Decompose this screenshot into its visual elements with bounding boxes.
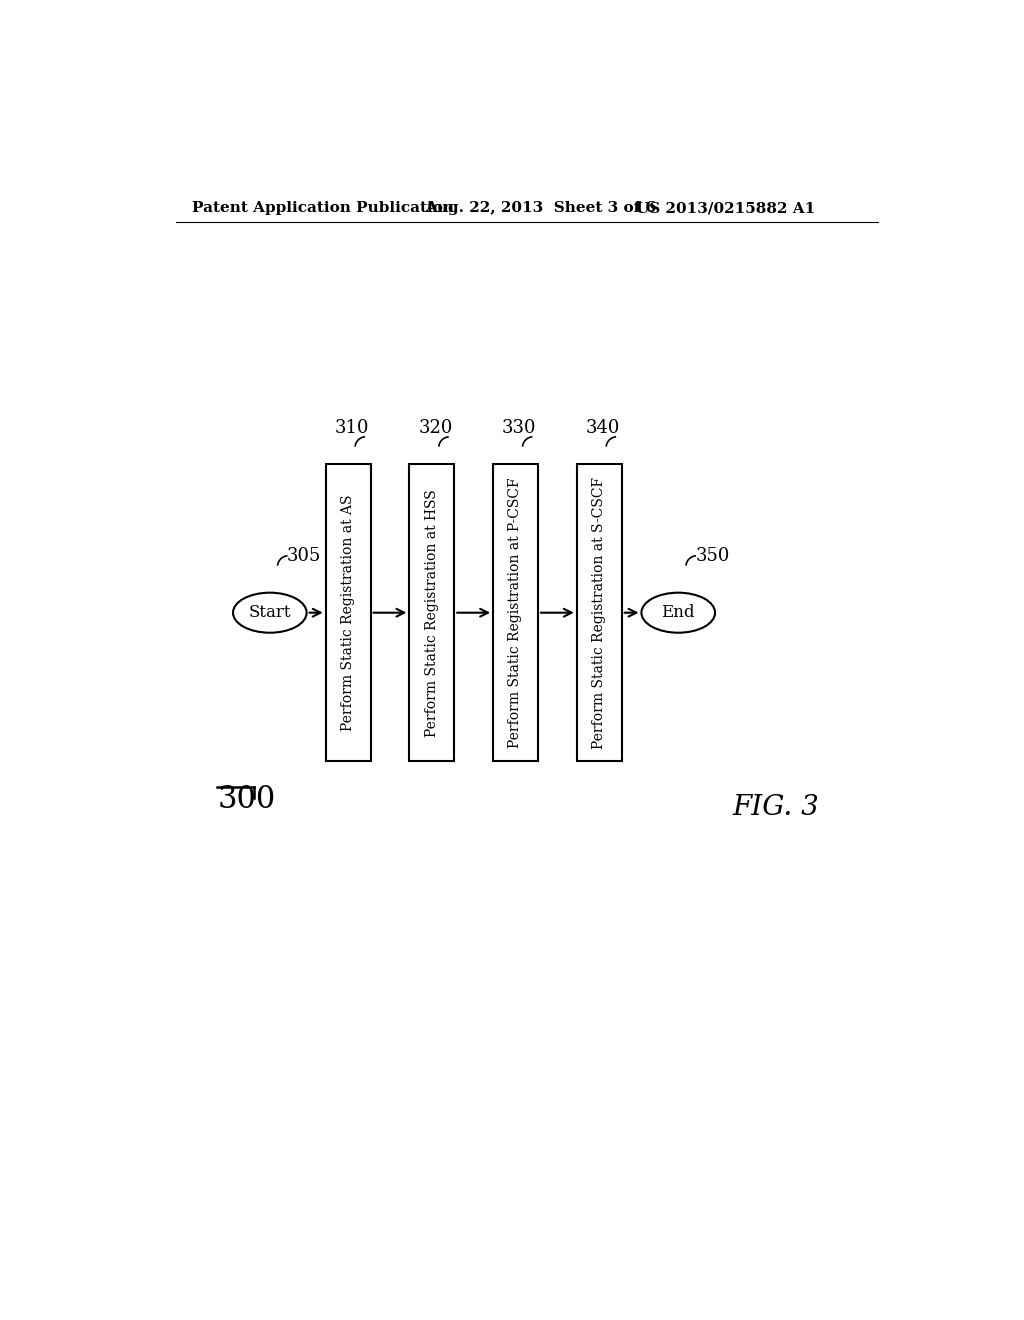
Text: 330: 330 — [502, 418, 537, 437]
FancyBboxPatch shape — [326, 465, 371, 760]
Text: FIG. 3: FIG. 3 — [732, 793, 819, 821]
Ellipse shape — [233, 593, 306, 632]
Text: Patent Application Publication: Patent Application Publication — [191, 202, 454, 215]
Text: Perform Static Registration at HSS: Perform Static Registration at HSS — [425, 488, 439, 737]
Text: End: End — [662, 605, 695, 622]
Text: Perform Static Registration at P-CSCF: Perform Static Registration at P-CSCF — [509, 478, 522, 748]
Text: Perform Static Registration at AS: Perform Static Registration at AS — [341, 495, 355, 731]
Text: 310: 310 — [335, 418, 369, 437]
FancyBboxPatch shape — [577, 465, 622, 760]
Ellipse shape — [641, 593, 715, 632]
FancyBboxPatch shape — [410, 465, 455, 760]
Text: 300: 300 — [217, 784, 275, 814]
Text: 320: 320 — [419, 418, 453, 437]
Text: Aug. 22, 2013  Sheet 3 of 6: Aug. 22, 2013 Sheet 3 of 6 — [425, 202, 656, 215]
Text: 340: 340 — [586, 418, 621, 437]
FancyBboxPatch shape — [493, 465, 538, 760]
Text: Perform Static Registration at S-CSCF: Perform Static Registration at S-CSCF — [592, 477, 606, 748]
Text: 305: 305 — [287, 546, 322, 565]
Text: 350: 350 — [695, 546, 730, 565]
Text: Start: Start — [249, 605, 291, 622]
Text: US 2013/0215882 A1: US 2013/0215882 A1 — [636, 202, 815, 215]
